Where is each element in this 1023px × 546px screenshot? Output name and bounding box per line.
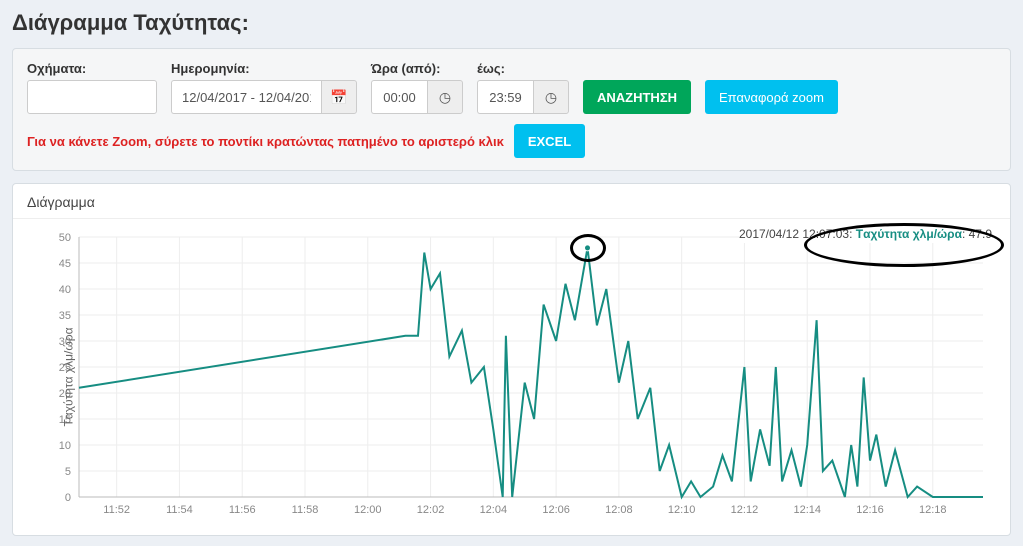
date-field: Ημερομηνία: 📅 <box>171 61 357 114</box>
excel-button[interactable]: EXCEL <box>514 124 585 158</box>
svg-text:5: 5 <box>65 466 71 478</box>
time-to-field: έως: ◷ <box>477 61 569 114</box>
svg-text:12:16: 12:16 <box>856 504 884 516</box>
svg-text:11:56: 11:56 <box>229 504 256 516</box>
svg-text:10: 10 <box>59 440 71 452</box>
date-label: Ημερομηνία: <box>171 61 357 76</box>
speed-line-chart[interactable]: 0510152025303540455011:5211:5411:5611:58… <box>23 225 993 525</box>
clock-icon[interactable]: ◷ <box>533 80 569 114</box>
zoom-hint: Για να κάνετε Zoom, σύρετε το ποντίκι κρ… <box>27 134 504 149</box>
time-from-label: Ώρα (από): <box>371 61 463 76</box>
svg-text:12:02: 12:02 <box>417 504 445 516</box>
tooltip-value: : 47.9 <box>962 227 992 241</box>
page-title: Διάγραμμα Ταχύτητας: <box>12 10 1011 36</box>
time-from-input[interactable] <box>371 80 427 114</box>
svg-text:12:00: 12:00 <box>354 504 382 516</box>
svg-text:11:52: 11:52 <box>103 504 130 516</box>
svg-text:50: 50 <box>59 232 71 244</box>
search-button[interactable]: ΑΝΑΖΗΤΗΣΗ <box>583 80 691 114</box>
svg-text:11:54: 11:54 <box>166 504 193 516</box>
svg-text:12:08: 12:08 <box>605 504 633 516</box>
vehicle-input[interactable] <box>27 80 157 114</box>
tooltip-series-label: Tαχύτητα χλμ/ώρα <box>856 227 962 241</box>
svg-text:12:12: 12:12 <box>731 504 759 516</box>
reset-zoom-button[interactable]: Επαναφορά zoom <box>705 80 838 114</box>
svg-text:45: 45 <box>59 258 71 270</box>
vehicle-field: Οχήματα: <box>27 61 157 114</box>
calendar-icon[interactable]: 📅 <box>321 80 357 114</box>
svg-text:12:14: 12:14 <box>793 504 821 516</box>
chart-tooltip: 2017/04/12 12:07:03: Tαχύτητα χλμ/ώρα: 4… <box>739 227 992 243</box>
svg-text:12:06: 12:06 <box>542 504 570 516</box>
time-from-field: Ώρα (από): ◷ <box>371 61 463 114</box>
date-input[interactable] <box>171 80 321 114</box>
time-to-label: έως: <box>477 61 569 76</box>
filter-panel: Οχήματα: Ημερομηνία: 📅 Ώρα (από): ◷ έως:… <box>12 48 1011 171</box>
svg-text:12:10: 12:10 <box>668 504 696 516</box>
svg-text:11:58: 11:58 <box>292 504 319 516</box>
chart-y-axis-label: Tαχύτητα χλμ/ώρα <box>62 327 76 426</box>
time-to-input[interactable] <box>477 80 533 114</box>
clock-icon[interactable]: ◷ <box>427 80 463 114</box>
chart-panel: Διάγραμμα Tαχύτητα χλμ/ώρα 0510152025303… <box>12 183 1011 536</box>
svg-text:12:18: 12:18 <box>919 504 947 516</box>
chart-panel-title: Διάγραμμα <box>13 184 1010 219</box>
svg-text:40: 40 <box>59 284 71 296</box>
svg-text:0: 0 <box>65 492 71 504</box>
tooltip-timestamp: 2017/04/12 12:07:03: <box>739 227 856 241</box>
svg-text:12:04: 12:04 <box>480 504 508 516</box>
chart-body[interactable]: Tαχύτητα χλμ/ώρα 0510152025303540455011:… <box>13 219 1010 535</box>
svg-text:35: 35 <box>59 310 71 322</box>
vehicle-label: Οχήματα: <box>27 61 157 76</box>
